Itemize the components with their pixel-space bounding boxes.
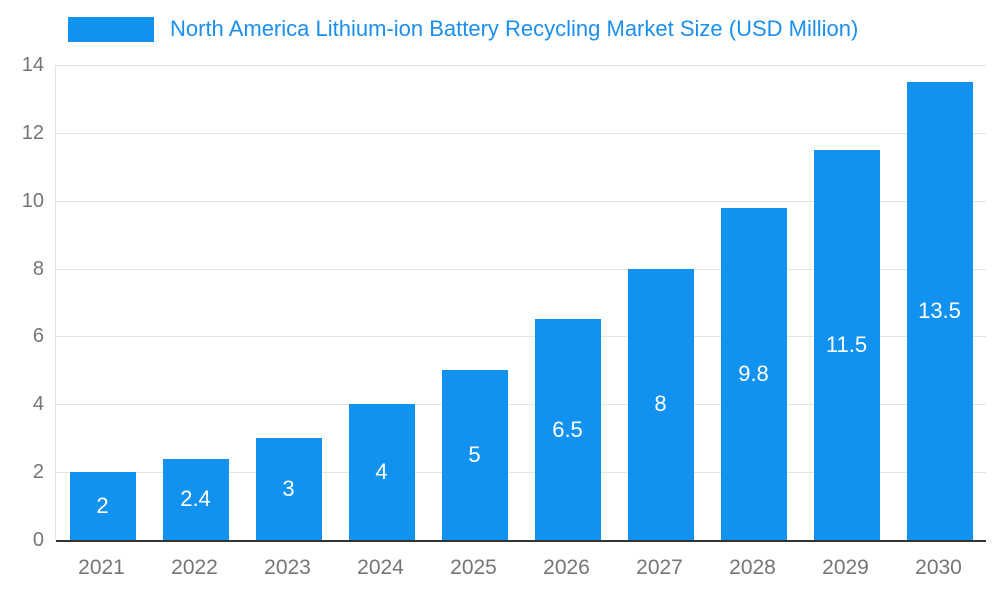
bar-2026[interactable]: 6.5 — [534, 319, 601, 540]
bar-value-label: 6.5 — [552, 416, 583, 442]
gridline — [56, 200, 986, 202]
y-tick-label: 14 — [21, 54, 44, 76]
x-tick-label: 2027 — [636, 556, 683, 579]
bar-2027[interactable]: 8 — [627, 268, 694, 540]
x-tick-label: 2023 — [264, 556, 311, 579]
bar-2025[interactable]: 5 — [441, 370, 508, 540]
x-tick-label: 2024 — [357, 556, 404, 579]
gridline — [56, 336, 986, 338]
plot-area: 2 2.4 3 4 5 6.5 8 9.8 11.5 13.5 — [55, 65, 986, 542]
bar-value-label: 11.5 — [825, 331, 868, 357]
x-axis-baseline — [56, 540, 986, 542]
x-tick-label: 2029 — [822, 556, 869, 579]
bars-container: 2 2.4 3 4 5 6.5 8 9.8 11.5 13.5 — [56, 65, 986, 540]
gridline — [56, 132, 986, 134]
y-tick-label: 4 — [32, 393, 44, 416]
bar-2028[interactable]: 9.8 — [720, 207, 787, 540]
bar-value-label: 2 — [96, 493, 109, 519]
bar-value-label: 3 — [282, 476, 295, 502]
y-tick-label: 10 — [21, 189, 44, 212]
legend: North America Lithium-ion Battery Recycl… — [68, 16, 858, 42]
bar-value-label: 8 — [654, 391, 667, 417]
bar-2030[interactable]: 13.5 — [906, 81, 973, 540]
gridline — [56, 268, 986, 270]
y-tick-label: 12 — [21, 121, 44, 144]
gridline — [56, 404, 986, 406]
legend-swatch — [68, 16, 154, 42]
x-tick-label: 2022 — [171, 556, 218, 579]
bar-value-label: 4 — [375, 459, 388, 485]
bar-2021[interactable]: 2 — [69, 472, 136, 540]
bar-value-label: 13.5 — [918, 297, 961, 323]
y-tick-label: 2 — [32, 461, 44, 484]
x-tick-label: 2028 — [729, 556, 776, 579]
bar-2024[interactable]: 4 — [348, 404, 415, 540]
x-tick-label: 2025 — [450, 556, 497, 579]
y-tick-label: 8 — [32, 257, 44, 280]
y-tick-label: 0 — [32, 529, 44, 551]
bar-2022[interactable]: 2.4 — [162, 458, 229, 540]
bar-2023[interactable]: 3 — [255, 438, 322, 540]
x-tick-label: 2030 — [915, 556, 962, 579]
x-tick-label: 2021 — [78, 556, 125, 579]
bar-2029[interactable]: 11.5 — [813, 149, 880, 540]
bar-value-label: 9.8 — [738, 360, 769, 386]
bar-value-label: 5 — [468, 442, 481, 468]
chart-title: North America Lithium-ion Battery Recycl… — [170, 16, 859, 41]
bar-value-label: 2.4 — [180, 486, 211, 512]
gridline — [56, 472, 986, 474]
y-tick-label: 6 — [32, 325, 44, 348]
gridline — [56, 65, 986, 66]
x-tick-label: 2026 — [543, 556, 590, 579]
